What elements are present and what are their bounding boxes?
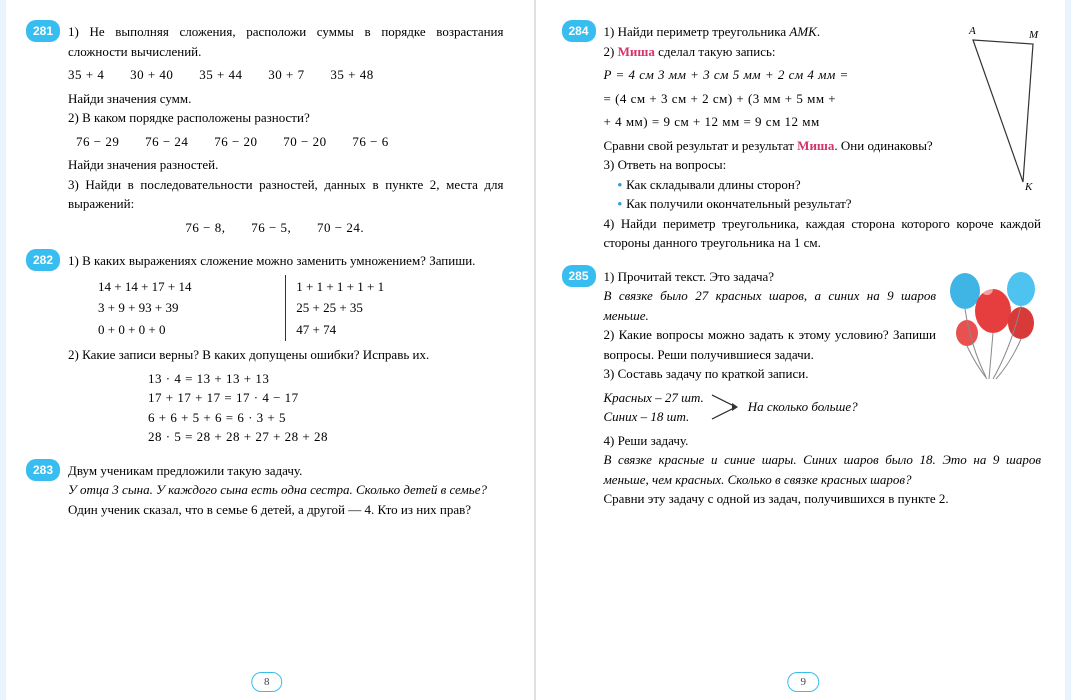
expr: 17 + 17 + 17 = 17 · 4 − 17 xyxy=(148,388,504,408)
task-text: Двум ученикам предложили такую задачу. xyxy=(68,461,504,481)
expr: 76 − 20 xyxy=(214,134,257,149)
task-text: 4) Найди периметр треугольника, каждая с… xyxy=(604,214,1042,253)
triangle-figure: A M K xyxy=(967,22,1039,192)
task-text: 3) Составь задачу по краткой записи. xyxy=(604,364,937,384)
task-text: 3) Найди в последовательности разностей,… xyxy=(68,175,504,214)
task-badge: 281 xyxy=(26,20,60,42)
expr: 30 + 40 xyxy=(130,67,173,82)
expr: 35 + 4 xyxy=(68,67,104,82)
expr: 14 + 14 + 17 + 14 xyxy=(98,277,275,297)
expr: 30 + 7 xyxy=(268,67,304,82)
expr: 35 + 48 xyxy=(330,67,373,82)
page-accent xyxy=(0,0,6,700)
bullet-icon: • xyxy=(618,196,623,211)
task-text: Сравни свой результат и результат Миша. … xyxy=(604,136,962,156)
task-283: 283 Двум ученикам предложили такую задач… xyxy=(30,461,504,520)
brief-question: На сколько больше? xyxy=(748,397,858,417)
expr-row: 76 − 8, 76 − 5, 70 − 24. xyxy=(68,218,504,238)
expr-col: 14 + 14 + 17 + 14 3 + 9 + 93 + 39 0 + 0 … xyxy=(98,275,286,342)
page-number: 9 xyxy=(788,672,820,693)
expr: 3 + 9 + 93 + 39 xyxy=(98,298,275,318)
expr: = (4 см + 3 см + 2 см) + (3 мм + 5 мм + xyxy=(604,89,962,109)
task-text: 2) В каком порядке расположены разности? xyxy=(68,108,504,128)
task-281: 281 1) Не выполняя сложения, расположи с… xyxy=(30,22,504,237)
task-text: 1) Найди периметр треугольника AMK. xyxy=(604,22,962,42)
vertex-label: M xyxy=(1028,29,1039,41)
page-number: 8 xyxy=(251,672,283,693)
expr: 76 − 29 xyxy=(76,134,119,149)
page-spread: 281 1) Не выполняя сложения, расположи с… xyxy=(0,0,1071,700)
task-text: Один ученик сказал, что в семье 6 детей,… xyxy=(68,500,504,520)
expr-columns: 14 + 14 + 17 + 14 3 + 9 + 93 + 39 0 + 0 … xyxy=(68,275,504,342)
task-text: В связке было 27 красных шаров, а синих … xyxy=(604,286,937,325)
task-text: 2) Какие записи верны? В каких допущены … xyxy=(68,345,504,365)
expr-row: 35 + 4 30 + 40 35 + 44 30 + 7 35 + 48 xyxy=(68,65,504,85)
task-text: 2) Какие вопросы можно задать к этому ус… xyxy=(604,325,937,364)
expr: 76 − 6 xyxy=(352,134,388,149)
task-text: 1) Прочитай текст. Это задача? xyxy=(604,267,937,287)
bullet-item: •Как складывали длины сторон? xyxy=(604,175,962,195)
task-282: 282 1) В каких выражениях сложение можно… xyxy=(30,251,504,447)
bullet-item: •Как получили окончательный результат? xyxy=(604,194,962,214)
task-text: У отца 3 сына. У каждого сына есть одна … xyxy=(68,480,504,500)
balloons-figure xyxy=(941,267,1041,387)
task-text: 1) Не выполняя сложения, расположи суммы… xyxy=(68,22,504,61)
task-badge: 285 xyxy=(562,265,596,287)
expr: 76 − 5, xyxy=(251,220,291,235)
page-left: 281 1) Не выполняя сложения, расположи с… xyxy=(0,0,536,700)
brief-record: Красных – 27 шт. Синих – 18 шт. На сколь… xyxy=(604,388,1042,427)
expr: 35 + 44 xyxy=(199,67,242,82)
task-text: Найди значения сумм. xyxy=(68,89,504,109)
expr: 13 · 4 = 13 + 13 + 13 xyxy=(148,369,504,389)
page-right: 284 A M K 1) Найди периметр треугольника… xyxy=(536,0,1071,700)
task-badge: 283 xyxy=(26,459,60,481)
task-text: 4) Реши задачу. xyxy=(604,431,1042,451)
expr: + 4 мм) = 9 см + 12 мм = 9 см 12 мм xyxy=(604,112,962,132)
expr: 6 + 6 + 5 + 6 = 6 · 3 + 5 xyxy=(148,408,504,428)
expr: 1 + 1 + 1 + 1 + 1 xyxy=(296,277,473,297)
expr: 70 − 24. xyxy=(317,220,364,235)
page-accent xyxy=(1065,0,1071,700)
expr: 76 − 24 xyxy=(145,134,188,149)
expr: 0 + 0 + 0 + 0 xyxy=(98,320,275,340)
task-text: Сравни эту задачу с одной из задач, полу… xyxy=(604,489,1042,509)
expr: 70 − 20 xyxy=(283,134,326,149)
vertex-label: A xyxy=(968,25,976,37)
expr: 25 + 25 + 35 xyxy=(296,298,473,318)
bullet-icon: • xyxy=(618,177,623,192)
expr: 47 + 74 xyxy=(296,320,473,340)
brace-icon xyxy=(708,389,744,425)
task-text: 3) Ответь на вопросы: xyxy=(604,155,962,175)
task-284: 284 A M K 1) Найди периметр треугольника… xyxy=(566,22,1042,253)
task-text: В связке красные и синие шары. Синих шар… xyxy=(604,450,1042,489)
task-text: Найди значения разностей. xyxy=(68,155,504,175)
task-text: 2) Миша сделал такую запись: xyxy=(604,42,962,62)
expr-col: 1 + 1 + 1 + 1 + 1 25 + 25 + 35 47 + 74 xyxy=(286,275,473,342)
task-285: 285 1) Прочитай текст. Это задача? В свя… xyxy=(566,267,1042,509)
expr: 76 − 8, xyxy=(185,220,225,235)
expr-row: 76 − 29 76 − 24 76 − 20 70 − 20 76 − 6 xyxy=(68,132,504,152)
vertex-label: K xyxy=(1024,181,1033,192)
expr: 28 · 5 = 28 + 28 + 27 + 28 + 28 xyxy=(148,427,504,447)
task-badge: 284 xyxy=(562,20,596,42)
brief-labels: Красных – 27 шт. Синих – 18 шт. xyxy=(604,388,704,427)
task-badge: 282 xyxy=(26,249,60,271)
task-text: 1) В каких выражениях сложение можно зам… xyxy=(68,251,504,271)
expr: P = 4 см 3 мм + 3 см 5 мм + 2 см 4 мм = xyxy=(604,65,962,85)
expr-block: 13 · 4 = 13 + 13 + 13 17 + 17 + 17 = 17 … xyxy=(68,369,504,447)
